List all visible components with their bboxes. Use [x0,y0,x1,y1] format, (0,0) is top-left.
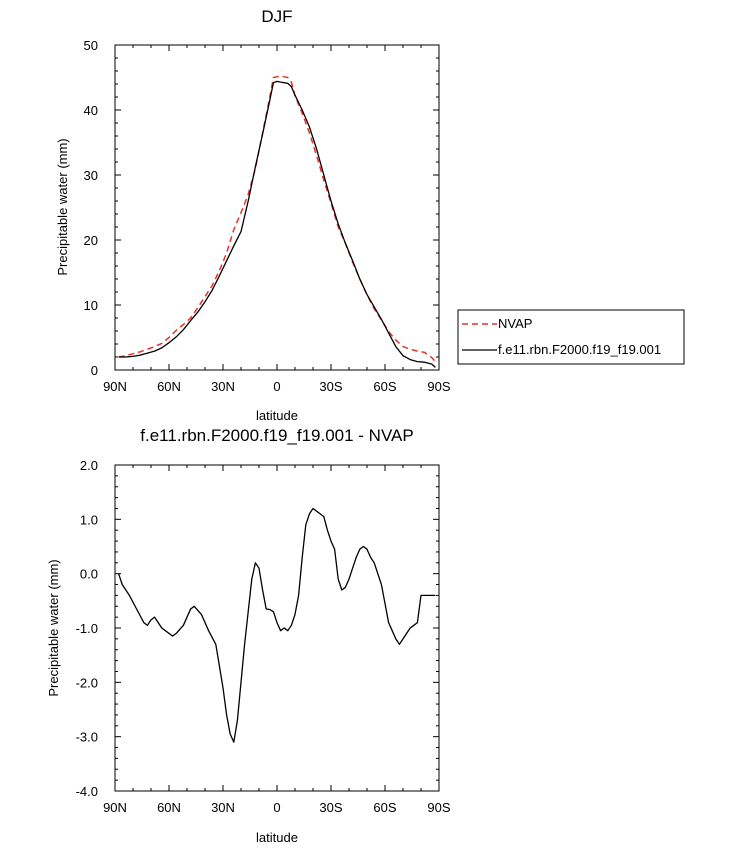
chart-top-xtick-label: 90N [103,379,127,394]
chart-top-xtick-label: 0 [273,379,280,394]
chart-top-title: DJF [261,7,292,26]
chart-bottom-xtick-label: 90S [427,800,450,815]
chart-top-frame [114,44,440,371]
chart-top-ytick-label: 50 [84,38,98,53]
chart-top-xtick-label: 30S [319,379,342,394]
chart-bottom-frame [114,464,440,792]
chart-bottom: f.e11.rbn.F2000.f19_f19.001 - NVAP 90N 60… [46,426,451,845]
chart-bottom-xtick-label: 60S [373,800,396,815]
chart-top-ytick-label: 30 [84,168,98,183]
legend-model-label: f.e11.rbn.F2000.f19_f19.001 [498,342,661,357]
legend-nvap-label: NVAP [498,316,532,331]
chart-top-ytick-label: 40 [84,103,98,118]
chart-bottom-xtick-label: 30S [319,800,342,815]
chart-bottom-ytick-label: -2.0 [76,675,98,690]
chart-top: DJF 90N 60N 30N 0 30S 60S 90S 0 10 20 30 40 50 latit… [55,7,685,423]
chart-bottom-xtick-label: 30N [211,800,235,815]
chart-top-ytick-label: 0 [91,363,98,378]
chart-bottom-xtick-label: 60N [157,800,181,815]
chart-top-xtick-label: 60N [157,379,181,394]
chart-top-ytick-label: 10 [84,298,98,313]
chart-top-series-f-e11-rbn-f2000-f19-f19-001-line [118,80,436,368]
chart-bottom-xtick-label: 0 [273,800,280,815]
chart-top-ytick-label: 20 [84,233,98,248]
chart-top-xtick-label: 60S [373,379,396,394]
chart-bottom-ytick-label: -4.0 [76,784,98,799]
chart-top-axes: 90N 60N 30N 0 30S 60S 90S 0 10 20 30 40 50 [84,38,451,394]
chart-bottom-xlabel: latitude [256,830,298,845]
chart-bottom-ylabel: Precipitable water (mm) [46,559,61,696]
chart-top-xtick-label: 90S [427,379,450,394]
legend-box [457,309,685,365]
chart-bottom-title: f.e11.rbn.F2000.f19_f19.001 - NVAP [140,426,413,445]
chart-bottom-series [117,507,436,743]
chart-bottom-ytick-label: -1.0 [76,621,98,636]
chart-top-ylabel: Precipitable water (mm) [55,138,70,275]
chart-top-xlabel: latitude [256,408,298,423]
chart-bottom-series-difference-line [117,507,436,743]
chart-bottom-ytick-label: 0.0 [80,567,98,582]
chart-top-legend: NVAP f.e11.rbn.F2000.f19_f19.001 [457,309,685,365]
chart-top-series [118,75,436,368]
chart-top-series-nvap-line [118,75,436,363]
chart-bottom-ytick-label: 2.0 [80,458,98,473]
chart-top-xtick-label: 30N [211,379,235,394]
chart-bottom-xtick-label: 90N [103,800,127,815]
chart-bottom-ytick-label: 1.0 [80,512,98,527]
chart-bottom-ytick-label: -3.0 [76,730,98,745]
